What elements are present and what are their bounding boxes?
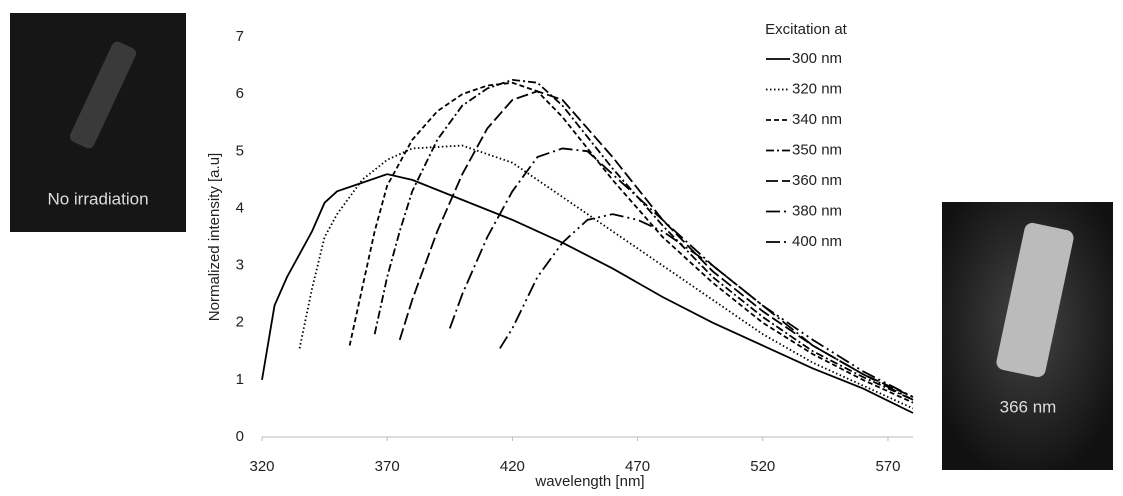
legend-label: 300 nm bbox=[792, 50, 842, 67]
y-tick-label: 0 bbox=[236, 428, 244, 445]
x-tick-label: 470 bbox=[625, 458, 650, 475]
legend-label: 400 nm bbox=[792, 233, 842, 250]
series-line bbox=[298, 144, 914, 410]
x-tick-label: 570 bbox=[875, 458, 900, 475]
series-line bbox=[398, 90, 914, 398]
photo-right: 366 nm bbox=[942, 202, 1113, 470]
x-tick-label: 420 bbox=[500, 458, 525, 475]
x-tick-label: 320 bbox=[249, 458, 274, 475]
legend-label: 380 nm bbox=[792, 202, 842, 219]
photo-left: No irradiation bbox=[10, 13, 186, 232]
legend-title: Excitation at bbox=[765, 21, 848, 38]
y-tick-label: 7 bbox=[236, 28, 244, 45]
photo-label: 366 nm bbox=[1000, 397, 1057, 416]
x-tick-label: 370 bbox=[375, 458, 400, 475]
y-tick-label: 5 bbox=[236, 142, 244, 159]
y-tick-label: 1 bbox=[236, 371, 244, 388]
legend-label: 350 nm bbox=[792, 141, 842, 158]
legend-label: 340 nm bbox=[792, 111, 842, 128]
y-tick-label: 3 bbox=[236, 257, 244, 274]
series-line bbox=[261, 173, 914, 414]
series-line bbox=[348, 81, 914, 404]
x-tick-label: 520 bbox=[750, 458, 775, 475]
photo-label: No irradiation bbox=[47, 189, 148, 208]
legend-label: 360 nm bbox=[792, 172, 842, 189]
series-line bbox=[448, 147, 914, 401]
y-tick-label: 2 bbox=[236, 314, 244, 331]
series-line bbox=[499, 213, 914, 398]
x-axis-label: wavelength [nm] bbox=[534, 473, 644, 490]
y-tick-label: 6 bbox=[236, 85, 244, 102]
y-tick-label: 4 bbox=[236, 199, 244, 216]
series-line bbox=[373, 78, 914, 401]
legend-label: 320 nm bbox=[792, 80, 842, 97]
y-axis-label: Normalized intensity [a.u] bbox=[206, 153, 223, 321]
